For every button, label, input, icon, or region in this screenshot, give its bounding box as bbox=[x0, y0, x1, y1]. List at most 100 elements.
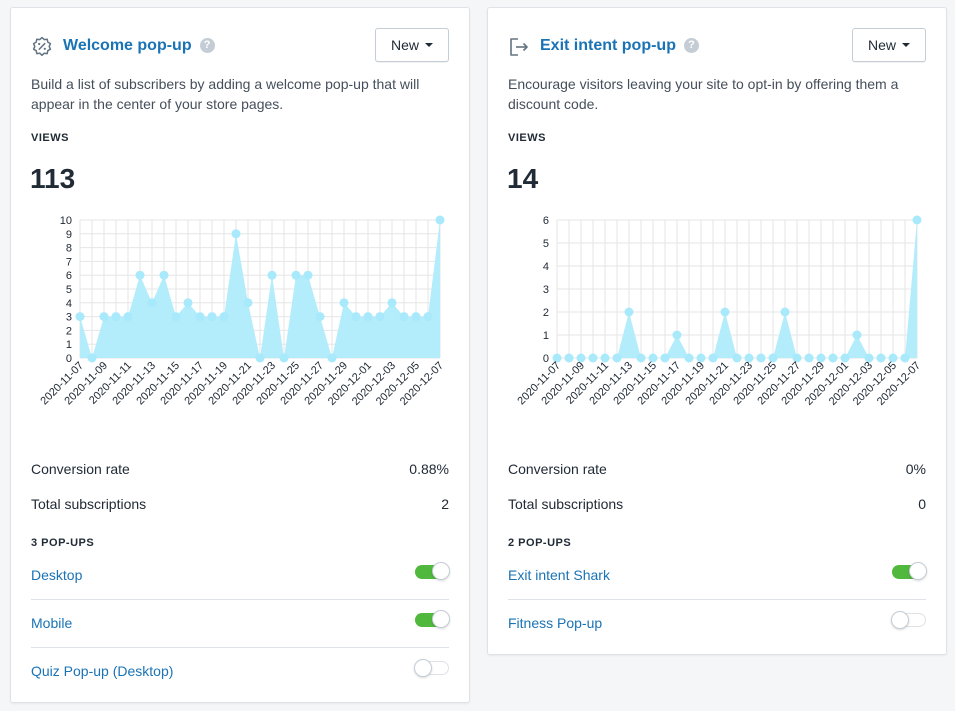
data-point bbox=[600, 353, 610, 363]
new-button-label: New bbox=[867, 37, 896, 53]
views-label: VIEWS bbox=[508, 132, 546, 144]
data-point bbox=[816, 353, 826, 363]
y-tick-label: 4 bbox=[543, 261, 549, 273]
data-point bbox=[87, 353, 97, 363]
conversion-rate-label: Conversion rate bbox=[31, 461, 130, 477]
conversion-rate-value: 0.88% bbox=[409, 461, 449, 477]
views-label: VIEWS bbox=[31, 132, 69, 144]
y-tick-label: 4 bbox=[66, 298, 72, 310]
popup-toggle[interactable] bbox=[415, 562, 450, 580]
data-point bbox=[708, 353, 718, 363]
total-subscriptions-row: Total subscriptions 0 bbox=[508, 496, 926, 516]
data-point bbox=[876, 353, 886, 363]
data-point bbox=[183, 298, 193, 308]
popup-link[interactable]: Fitness Pop-up bbox=[508, 615, 603, 631]
data-point bbox=[552, 353, 562, 363]
y-tick-label: 2 bbox=[543, 307, 549, 319]
popup-link[interactable]: Mobile bbox=[31, 615, 73, 631]
y-tick-label: 0 bbox=[543, 353, 549, 365]
help-icon[interactable]: ? bbox=[199, 38, 215, 53]
welcome-popup-card: Welcome pop-up? New Build a list of subs… bbox=[10, 7, 470, 703]
conversion-rate-row: Conversion rate 0% bbox=[508, 461, 926, 481]
new-popup-button[interactable]: New bbox=[852, 28, 926, 62]
data-point bbox=[612, 353, 622, 363]
data-point bbox=[243, 298, 253, 308]
card-header: Exit intent pop-up? New bbox=[508, 28, 926, 70]
data-point bbox=[303, 270, 313, 280]
help-icon[interactable]: ? bbox=[683, 38, 699, 53]
popup-link[interactable]: Quiz Pop-up (Desktop) bbox=[31, 663, 174, 679]
data-point bbox=[135, 270, 145, 280]
data-point bbox=[564, 353, 574, 363]
y-tick-label: 2 bbox=[66, 325, 72, 337]
popup-row: Exit intent Shark bbox=[508, 553, 927, 600]
data-point bbox=[339, 298, 349, 308]
conversion-rate-row: Conversion rate 0.88% bbox=[31, 461, 449, 481]
data-point bbox=[648, 353, 658, 363]
popup-link[interactable]: Exit intent Shark bbox=[508, 567, 610, 583]
popup-row: Quiz Pop-up (Desktop) bbox=[31, 649, 449, 695]
popup-row: Mobile bbox=[31, 601, 450, 648]
total-subscriptions-value: 0 bbox=[918, 496, 926, 512]
data-point bbox=[291, 270, 301, 280]
toggle-knob bbox=[891, 611, 909, 629]
y-tick-label: 8 bbox=[66, 243, 72, 255]
data-point bbox=[804, 353, 814, 363]
data-point bbox=[864, 353, 874, 363]
data-point bbox=[900, 353, 910, 363]
toggle-knob bbox=[909, 562, 927, 580]
data-point bbox=[375, 312, 385, 322]
data-point bbox=[684, 353, 694, 363]
data-point bbox=[411, 312, 421, 322]
y-tick-label: 5 bbox=[543, 238, 549, 250]
popup-row: Fitness Pop-up bbox=[508, 601, 926, 647]
data-point bbox=[888, 353, 898, 363]
data-point bbox=[792, 353, 802, 363]
caret-down-icon bbox=[425, 43, 433, 47]
data-point bbox=[399, 312, 409, 322]
data-point bbox=[636, 353, 646, 363]
data-point bbox=[672, 330, 682, 340]
y-tick-label: 6 bbox=[543, 215, 549, 227]
data-point bbox=[255, 353, 265, 363]
data-point bbox=[720, 307, 730, 317]
card-header: Welcome pop-up? New bbox=[31, 28, 449, 70]
popup-toggle[interactable] bbox=[415, 610, 450, 628]
data-point bbox=[351, 312, 361, 322]
caret-down-icon bbox=[902, 43, 910, 47]
data-point bbox=[828, 353, 838, 363]
data-point bbox=[852, 330, 862, 340]
toggle-knob bbox=[414, 659, 432, 677]
data-point bbox=[423, 312, 433, 322]
data-point bbox=[315, 312, 325, 322]
data-point bbox=[435, 215, 445, 225]
data-point bbox=[912, 215, 922, 225]
data-point bbox=[780, 307, 790, 317]
popup-row: Desktop bbox=[31, 553, 450, 600]
data-point bbox=[279, 353, 289, 363]
y-tick-label: 6 bbox=[66, 270, 72, 282]
data-point bbox=[327, 353, 337, 363]
popup-link[interactable]: Desktop bbox=[31, 567, 83, 583]
conversion-rate-label: Conversion rate bbox=[508, 461, 607, 477]
new-popup-button[interactable]: New bbox=[375, 28, 449, 62]
data-point bbox=[840, 353, 850, 363]
y-tick-label: 3 bbox=[543, 284, 549, 296]
conversion-rate-value: 0% bbox=[905, 461, 926, 477]
data-point bbox=[195, 312, 205, 322]
popup-toggle[interactable] bbox=[414, 659, 449, 677]
data-point bbox=[267, 270, 277, 280]
y-tick-label: 3 bbox=[66, 312, 72, 324]
total-subscriptions-row: Total subscriptions 2 bbox=[31, 496, 449, 516]
views-chart: 0123456789102020-11-072020-11-092020-11-… bbox=[38, 215, 446, 408]
exit-arrow-icon bbox=[510, 38, 528, 56]
data-point bbox=[159, 270, 169, 280]
data-point bbox=[363, 312, 373, 322]
popup-toggle[interactable] bbox=[891, 611, 926, 629]
views-count: 14 bbox=[507, 163, 539, 194]
new-button-label: New bbox=[390, 37, 419, 53]
y-tick-label: 7 bbox=[66, 256, 72, 268]
popup-toggle[interactable] bbox=[892, 562, 927, 580]
data-point bbox=[588, 353, 598, 363]
data-point bbox=[624, 307, 634, 317]
